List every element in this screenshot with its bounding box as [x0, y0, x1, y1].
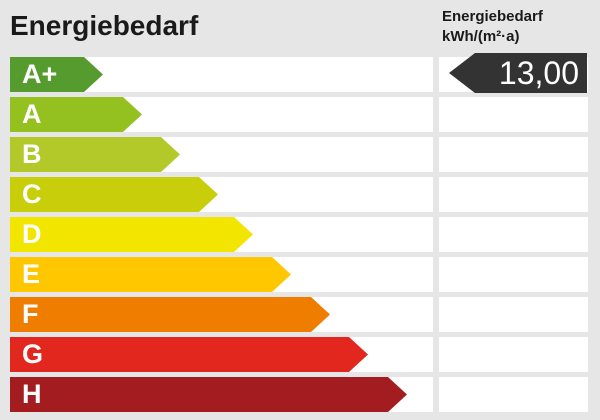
scale-band-row: F — [0, 297, 600, 332]
value-text: 13,00 — [498, 55, 579, 91]
scale-band-row: H — [0, 377, 600, 412]
value-pointer-arrow: 13,00 — [449, 53, 587, 93]
page-title: Energiebedarf — [10, 10, 199, 41]
unit-header-line1: Energiebedarf — [442, 8, 543, 25]
energy-class-label: E — [22, 259, 41, 289]
row-bg-cell-right — [439, 217, 588, 252]
energy-class-arrow: B — [10, 137, 180, 172]
scale-band-row: C — [0, 177, 600, 212]
energy-class-label: A+ — [22, 59, 58, 89]
unit-header: Energiebedarf kWh/(m²·a) — [442, 7, 543, 47]
row-bg-cell-right — [439, 337, 588, 372]
energy-scale: A+ A B C D E F G H — [0, 57, 600, 417]
scale-band-row: A — [0, 97, 600, 132]
scale-band-row: E — [0, 257, 600, 292]
row-bg-cell-right — [439, 297, 588, 332]
row-bg-cell-right — [439, 377, 588, 412]
energy-class-label: D — [22, 219, 42, 249]
energy-class-arrow: D — [10, 217, 253, 252]
energy-class-label: H — [22, 379, 42, 409]
energy-class-label: G — [22, 339, 44, 369]
energy-class-label: C — [22, 179, 42, 209]
row-bg-cell-right — [439, 177, 588, 212]
energy-class-label: A — [22, 99, 42, 129]
energy-class-arrow: E — [10, 257, 291, 292]
scale-band-row: G — [0, 337, 600, 372]
row-bg-cell-right — [439, 257, 588, 292]
row-bg-cell-right — [439, 137, 588, 172]
energy-class-arrow: G — [10, 337, 368, 372]
energy-class-label: F — [22, 299, 39, 329]
energy-class-arrow: H — [10, 377, 407, 412]
scale-band-row: B — [0, 137, 600, 172]
energy-class-arrow: A — [10, 97, 142, 132]
energy-class-label: B — [22, 139, 42, 169]
row-bg-cell-right — [439, 97, 588, 132]
energy-class-arrow: A+ — [10, 57, 103, 92]
energy-class-arrow: C — [10, 177, 218, 212]
unit-header-line2: kWh/(m²·a) — [442, 28, 520, 45]
scale-band-row: D — [0, 217, 600, 252]
energy-class-arrow: F — [10, 297, 330, 332]
